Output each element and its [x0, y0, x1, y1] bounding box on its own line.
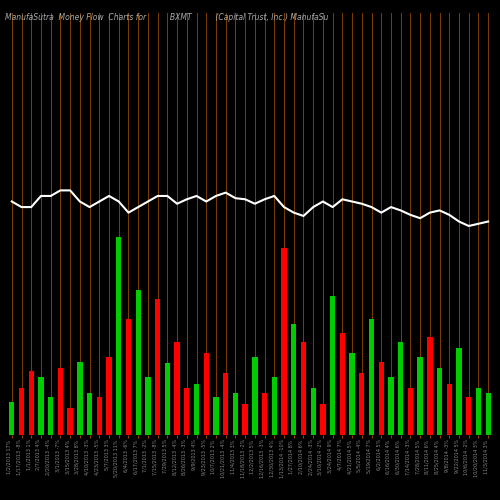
Bar [9, 402, 15, 435]
Bar [466, 397, 471, 435]
Bar [223, 372, 228, 435]
Bar [408, 388, 413, 435]
Bar [68, 408, 73, 435]
Bar [486, 393, 491, 435]
Bar [58, 368, 63, 435]
Bar [232, 393, 238, 435]
Bar [164, 362, 170, 435]
Bar [282, 248, 286, 435]
Bar [194, 384, 199, 435]
Bar [350, 352, 355, 435]
Bar [252, 357, 258, 435]
Bar [427, 337, 432, 435]
Bar [272, 377, 277, 435]
Bar [388, 377, 394, 435]
Bar [310, 388, 316, 435]
Bar [155, 300, 160, 435]
Bar [204, 352, 209, 435]
Bar [242, 404, 248, 435]
Bar [476, 388, 481, 435]
Bar [38, 377, 44, 435]
Bar [301, 342, 306, 435]
Bar [262, 393, 268, 435]
Bar [291, 324, 296, 435]
Bar [320, 404, 326, 435]
Bar [418, 357, 423, 435]
Bar [106, 357, 112, 435]
Bar [184, 388, 190, 435]
Bar [174, 342, 180, 435]
Bar [136, 290, 141, 435]
Bar [87, 393, 92, 435]
Bar [19, 388, 24, 435]
Bar [96, 397, 102, 435]
Bar [145, 377, 150, 435]
Bar [456, 348, 462, 435]
Bar [77, 362, 82, 435]
Bar [359, 372, 364, 435]
Bar [340, 332, 345, 435]
Bar [369, 320, 374, 435]
Bar [378, 362, 384, 435]
Bar [48, 397, 54, 435]
Bar [398, 342, 404, 435]
Bar [214, 397, 218, 435]
Bar [126, 320, 131, 435]
Bar [116, 237, 121, 435]
Bar [437, 368, 442, 435]
Bar [446, 384, 452, 435]
Bar [330, 296, 336, 435]
Text: ManufaSutra  Money Flow  Charts for          BXMT          (Capital Trust, Inc.): ManufaSutra Money Flow Charts for BXMT (… [5, 12, 328, 22]
Bar [28, 370, 34, 435]
